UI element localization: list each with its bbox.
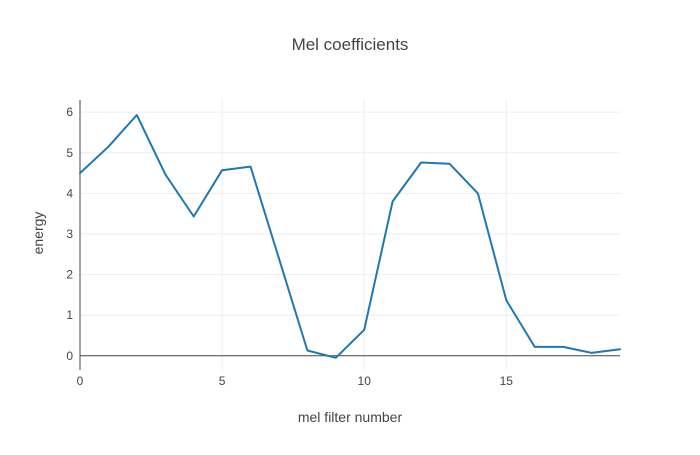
x-tick-label: 0 bbox=[77, 374, 84, 388]
x-tick-label: 5 bbox=[219, 374, 226, 388]
y-tick-label: 1 bbox=[66, 308, 73, 322]
y-tick-label: 3 bbox=[66, 227, 73, 241]
y-tick-label: 6 bbox=[66, 105, 73, 119]
x-axis-label: mel filter number bbox=[298, 409, 403, 425]
y-axis-label: energy bbox=[30, 212, 46, 255]
x-tick-label: 10 bbox=[358, 374, 372, 388]
chart-title: Mel coefficients bbox=[292, 35, 409, 54]
y-tick-label: 0 bbox=[66, 349, 73, 363]
x-tick-label: 15 bbox=[500, 374, 514, 388]
y-tick-label: 2 bbox=[66, 268, 73, 282]
y-tick-label: 4 bbox=[66, 186, 73, 200]
y-tick-label: 5 bbox=[66, 146, 73, 160]
